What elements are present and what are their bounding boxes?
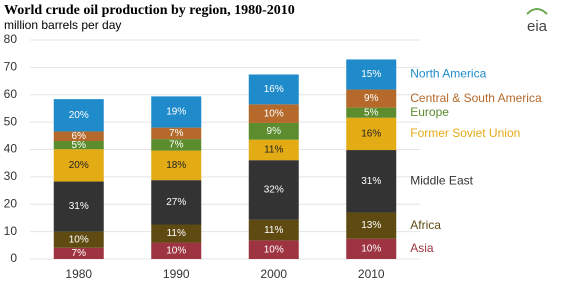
bar-segment [151, 242, 202, 259]
bar-segment [346, 212, 397, 239]
bar-segment [346, 107, 397, 118]
bar-segment [151, 96, 202, 128]
bar-segment [151, 127, 202, 140]
bar-segment [248, 240, 299, 259]
share-label: 10% [264, 108, 284, 119]
bar-segment [53, 99, 104, 132]
bar-segment [248, 160, 299, 220]
bar-segment [248, 139, 299, 161]
legend-label: Africa [410, 218, 441, 232]
share-label: 9% [267, 126, 282, 137]
x-tick-label: 1980 [65, 267, 92, 281]
y-tick-label: 30 [4, 169, 18, 183]
y-tick-label: 40 [4, 142, 18, 156]
share-label: 5% [72, 140, 87, 151]
bar-segment [151, 224, 202, 243]
share-label: 15% [361, 69, 381, 80]
share-label: 16% [361, 129, 381, 140]
share-label: 18% [166, 160, 186, 171]
share-label: 32% [264, 185, 284, 196]
share-label: 6% [72, 131, 87, 142]
legend-label: Former Soviet Union [410, 126, 520, 140]
bar-segment [53, 231, 104, 248]
bar-segment [346, 238, 397, 259]
legend-label: Asia [410, 241, 434, 255]
bar-segment [53, 181, 104, 232]
bar-segment [346, 59, 397, 90]
share-label: 11% [264, 225, 283, 236]
bar-segment [53, 141, 104, 150]
bar-segment [53, 247, 104, 259]
share-label: 7% [169, 128, 184, 139]
y-tick-label: 0 [10, 251, 17, 265]
x-tick-label: 1990 [163, 267, 190, 281]
bar-segment [346, 150, 397, 213]
share-label: 7% [169, 139, 184, 150]
x-tick-label: 2000 [260, 267, 287, 281]
share-label: 11% [167, 228, 186, 239]
chart-subtitle: million barrels per day [4, 18, 121, 32]
y-tick-label: 50 [4, 114, 18, 128]
bar-segment [151, 150, 202, 181]
y-tick-label: 10 [4, 224, 18, 238]
share-label: 16% [264, 84, 284, 95]
share-label: 10% [264, 244, 284, 255]
share-label: 20% [69, 160, 89, 171]
share-label: 11% [264, 145, 283, 156]
bar-segment [53, 149, 104, 182]
legend-label: Middle East [410, 173, 473, 187]
logo-arc [526, 8, 548, 15]
share-label: 7% [72, 248, 87, 259]
y-tick-label: 80 [4, 32, 18, 46]
bar-segment [248, 122, 299, 140]
bar-segment [248, 219, 299, 241]
chart-title: World crude oil production by region, 19… [4, 3, 295, 18]
share-label: 10% [361, 244, 381, 255]
bar-segment [151, 180, 202, 225]
share-label: 5% [364, 107, 379, 118]
share-label: 20% [69, 110, 89, 121]
x-tick-label: 2010 [358, 267, 385, 281]
y-tick-label: 70 [4, 60, 18, 74]
share-label: 13% [361, 220, 381, 231]
share-label: 31% [361, 176, 381, 187]
logo: eia [527, 18, 548, 35]
bar-segment [248, 104, 299, 123]
legend-label: Europe [410, 105, 449, 119]
share-label: 19% [166, 107, 186, 118]
share-label: 31% [69, 201, 89, 212]
share-label: 10% [166, 245, 186, 256]
y-tick-label: 20 [4, 196, 18, 210]
legend-label: Central & South America [410, 91, 542, 105]
share-label: 10% [69, 234, 89, 245]
share-label: 27% [166, 197, 186, 208]
legend-label: North America [410, 67, 486, 81]
bar-segment [346, 89, 397, 108]
bar-segment [53, 131, 104, 142]
share-label: 9% [364, 93, 379, 104]
y-tick-label: 60 [4, 87, 18, 101]
bar-segment [248, 74, 299, 105]
bar-segment [151, 139, 202, 151]
bar-segment [346, 117, 397, 151]
